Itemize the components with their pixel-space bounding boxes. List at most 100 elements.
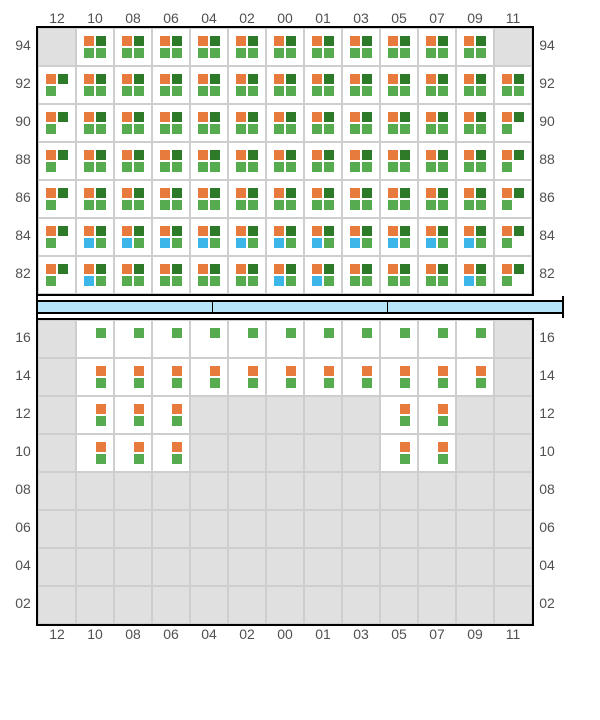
status-square (122, 276, 132, 286)
grid-cell (494, 256, 532, 294)
grid-cell (114, 396, 152, 434)
status-square (210, 112, 220, 122)
status-square (274, 226, 284, 236)
grid-cell (114, 358, 152, 396)
status-square (324, 162, 334, 172)
status-square (210, 276, 220, 286)
status-square (96, 188, 106, 198)
status-square (400, 404, 410, 414)
status-square (426, 188, 436, 198)
col-label: 02 (228, 10, 266, 26)
grid-cell (228, 396, 266, 434)
status-square (312, 36, 322, 46)
status-square (96, 238, 106, 248)
status-square (248, 48, 258, 58)
grid-cell (114, 434, 152, 472)
grid-cell (494, 396, 532, 434)
col-label: 10 (76, 10, 114, 26)
status-square (198, 48, 208, 58)
status-square (248, 226, 258, 236)
status-square (210, 124, 220, 134)
grid-cell (380, 510, 418, 548)
status-square (160, 74, 170, 84)
status-square (400, 112, 410, 122)
status-square (248, 238, 258, 248)
status-square (134, 264, 144, 274)
status-square (502, 188, 512, 198)
status-square (122, 112, 132, 122)
status-square (274, 238, 284, 248)
axis-label: 08 (10, 470, 36, 508)
grid-cell (266, 28, 304, 66)
status-square (438, 328, 448, 338)
grid-cell (494, 66, 532, 104)
status-square (464, 188, 474, 198)
status-square (96, 150, 106, 160)
status-square (438, 162, 448, 172)
grid-cell (228, 218, 266, 256)
grid-cell (228, 66, 266, 104)
grid-cell (304, 218, 342, 256)
status-square (286, 188, 296, 198)
grid-cell (342, 66, 380, 104)
status-square (502, 112, 512, 122)
grid-cell (494, 472, 532, 510)
status-square (426, 74, 436, 84)
status-square (122, 124, 132, 134)
grid-cell (152, 104, 190, 142)
status-square (312, 188, 322, 198)
status-square (438, 48, 448, 58)
status-square (476, 124, 486, 134)
status-square (160, 226, 170, 236)
grid-cell (228, 434, 266, 472)
status-square (350, 264, 360, 274)
grid-cell (456, 548, 494, 586)
status-square (400, 162, 410, 172)
status-square (134, 48, 144, 58)
col-label: 02 (228, 626, 266, 642)
grid-cell (456, 142, 494, 180)
status-square (198, 226, 208, 236)
status-square (312, 86, 322, 96)
grid-cell (342, 510, 380, 548)
bottom-right-row-labels: 1614121008060402 (534, 318, 560, 626)
grid-cell (456, 66, 494, 104)
status-square (248, 86, 258, 96)
grid-cell (418, 510, 456, 548)
grid-cell (418, 548, 456, 586)
grid-cell (418, 142, 456, 180)
bottom-grid (36, 318, 534, 626)
grid-cell (494, 28, 532, 66)
status-square (426, 200, 436, 210)
grid-cell (266, 396, 304, 434)
status-square (134, 86, 144, 96)
status-square (134, 74, 144, 84)
status-square (400, 328, 410, 338)
status-square (362, 378, 372, 388)
grid-cell (266, 510, 304, 548)
status-square (210, 200, 220, 210)
grid-cell (304, 28, 342, 66)
status-square (172, 150, 182, 160)
status-square (438, 188, 448, 198)
status-square (160, 188, 170, 198)
status-square (400, 86, 410, 96)
status-square (324, 36, 334, 46)
status-square (464, 276, 474, 286)
grid-cell (418, 358, 456, 396)
status-square (388, 238, 398, 248)
grid-cell (342, 434, 380, 472)
status-square (362, 36, 372, 46)
grid-cell (494, 434, 532, 472)
divider-bar (36, 300, 564, 314)
status-square (46, 238, 56, 248)
status-square (134, 366, 144, 376)
status-square (172, 48, 182, 58)
status-square (134, 416, 144, 426)
col-label: 03 (342, 10, 380, 26)
grid-cell (190, 104, 228, 142)
status-square (84, 150, 94, 160)
status-square (286, 86, 296, 96)
status-square (400, 416, 410, 426)
status-square (248, 200, 258, 210)
